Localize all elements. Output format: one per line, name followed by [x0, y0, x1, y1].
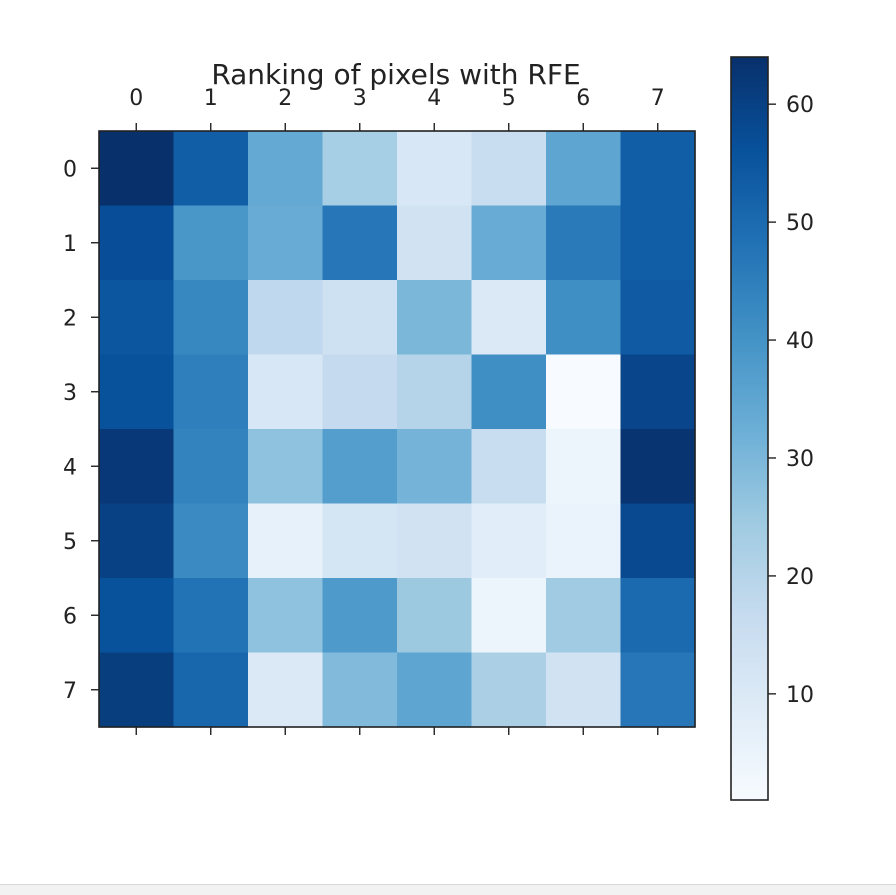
- heatmap-axes: 0 1 2 3 4 5 6 7 0 1 2 3 4 5 6 7: [63, 86, 696, 735]
- heatmap-cell-r2-c2: [248, 280, 324, 356]
- x-tick-label: 1: [204, 86, 218, 111]
- heatmap-cell-r3-c2: [248, 354, 324, 430]
- heatmap-cell-r6-c5: [471, 578, 547, 654]
- heatmap-cell-r4-c1: [173, 429, 249, 505]
- y-tick-label: 3: [63, 381, 77, 406]
- heatmap-cell-r3-c1: [173, 354, 249, 430]
- y-tick-label: 1: [63, 232, 77, 257]
- y-tick-label: 6: [63, 604, 77, 629]
- y-tick-label: 5: [63, 530, 77, 555]
- heatmap-cell-r2-c7: [620, 280, 696, 356]
- heatmap-cell-r0-c2: [248, 131, 324, 207]
- y-tick-label: 2: [63, 306, 77, 331]
- x-tick-label: 2: [278, 86, 292, 111]
- heatmap-cell-r6-c1: [173, 578, 249, 654]
- colorbar: 10 20 30 40 50 60: [730, 56, 814, 801]
- heatmap-cell-r5-c6: [546, 503, 622, 579]
- heatmap-cell-r5-c3: [322, 503, 398, 579]
- heatmap-cell-r3-c7: [620, 354, 696, 430]
- colorbar-tick-label: 30: [786, 447, 814, 472]
- y-tick-label: 7: [63, 679, 77, 704]
- heatmap-cell-r5-c4: [397, 503, 473, 579]
- x-tick-label: 7: [651, 86, 665, 111]
- heatmap-cell-r4-c6: [546, 429, 622, 505]
- heatmap-cell-r3-c0: [99, 354, 175, 430]
- heatmap-cell-r0-c4: [397, 131, 473, 207]
- colorbar-tick-label: 20: [786, 565, 814, 590]
- heatmap-cell-r4-c0: [99, 429, 175, 505]
- heatmap-cell-r2-c5: [471, 280, 547, 356]
- heatmap-cell-r3-c4: [397, 354, 473, 430]
- heatmap-cell-r0-c3: [322, 131, 398, 207]
- heatmap-cell-r4-c7: [620, 429, 696, 505]
- heatmap-cell-r5-c0: [99, 503, 175, 579]
- heatmap-cell-r7-c6: [546, 652, 622, 728]
- heatmap-cell-r6-c7: [620, 578, 696, 654]
- heatmap-cell-r6-c4: [397, 578, 473, 654]
- heatmap-cell-r1-c2: [248, 205, 324, 281]
- heatmap-cell-r2-c0: [99, 280, 175, 356]
- heatmap-cell-r7-c7: [620, 652, 696, 728]
- colorbar-tick-label: 60: [786, 93, 814, 118]
- x-tick-label: 0: [129, 86, 143, 111]
- heatmap-cell-r7-c2: [248, 652, 324, 728]
- heatmap-cell-r4-c4: [397, 429, 473, 505]
- heatmap-cell-r5-c1: [173, 503, 249, 579]
- heatmap-cell-r1-c0: [99, 205, 175, 281]
- heatmap-cell-r3-c5: [471, 354, 547, 430]
- x-tick-label: 6: [576, 86, 590, 111]
- heatmap-cell-r7-c3: [322, 652, 398, 728]
- heatmap-cell-r4-c5: [471, 429, 547, 505]
- chart-title: Ranking of pixels with RFE: [211, 58, 580, 91]
- heatmap-cell-r0-c0: [99, 131, 175, 207]
- heatmap-cell-r1-c5: [471, 205, 547, 281]
- heatmap-cell-r1-c3: [322, 205, 398, 281]
- heatmap-cell-r6-c6: [546, 578, 622, 654]
- heatmap-cell-r1-c1: [173, 205, 249, 281]
- heatmap-cell-r7-c0: [99, 652, 175, 728]
- heatmap-cell-r4-c2: [248, 429, 324, 505]
- x-tick-label: 3: [353, 86, 367, 111]
- heatmap-frame: [98, 130, 696, 728]
- bottom-scroll-edge: [0, 884, 896, 895]
- heatmap-cell-r2-c4: [397, 280, 473, 356]
- heatmap-cell-r0-c6: [546, 131, 622, 207]
- y-tick-label: 4: [63, 455, 77, 480]
- heatmap-cell-r7-c1: [173, 652, 249, 728]
- heatmap-cell-r1-c6: [546, 205, 622, 281]
- heatmap-cell-r5-c5: [471, 503, 547, 579]
- heatmap-cell-r3-c3: [322, 354, 398, 430]
- heatmap-cell-r6-c3: [322, 578, 398, 654]
- heatmap-cells: [99, 131, 696, 728]
- colorbar-gradient: [730, 56, 769, 801]
- heatmap-cell-r0-c5: [471, 131, 547, 207]
- heatmap-cell-r3-c6: [546, 354, 622, 430]
- heatmap-cell-r0-c1: [173, 131, 249, 207]
- x-tick-label: 4: [427, 86, 441, 111]
- heatmap-cell-r6-c2: [248, 578, 324, 654]
- heatmap-cell-r0-c7: [620, 131, 696, 207]
- heatmap-cell-r1-c7: [620, 205, 696, 281]
- heatmap-cell-r7-c4: [397, 652, 473, 728]
- heatmap-cell-r2-c1: [173, 280, 249, 356]
- heatmap-cell-r1-c4: [397, 205, 473, 281]
- heatmap-cell-r2-c6: [546, 280, 622, 356]
- colorbar-tick-label: 10: [786, 683, 814, 708]
- heatmap-cell-r5-c2: [248, 503, 324, 579]
- heatmap-cell-r2-c3: [322, 280, 398, 356]
- colorbar-tick-label: 50: [786, 211, 814, 236]
- x-tick-label: 5: [502, 86, 516, 111]
- y-tick-label: 0: [63, 157, 77, 182]
- heatmap-cell-r7-c5: [471, 652, 547, 728]
- heatmap-cell-r6-c0: [99, 578, 175, 654]
- colorbar-tick-label: 40: [786, 329, 814, 354]
- heatmap-cell-r4-c3: [322, 429, 398, 505]
- heatmap-cell-r5-c7: [620, 503, 696, 579]
